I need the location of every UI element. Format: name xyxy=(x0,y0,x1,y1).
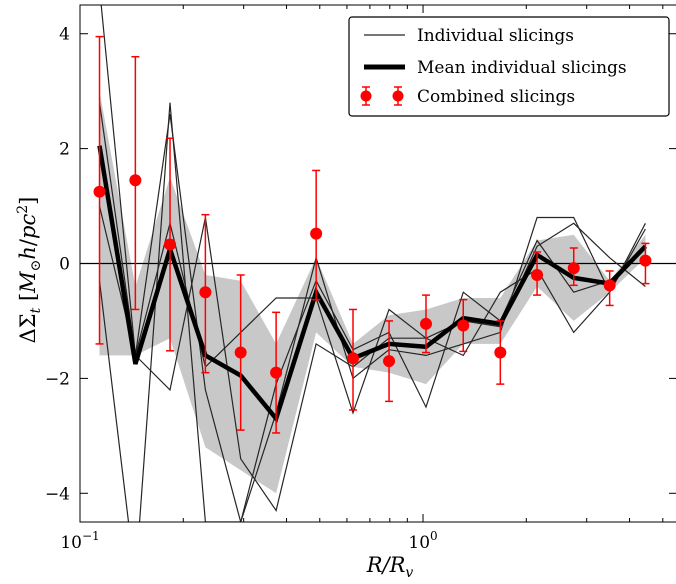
combined-point xyxy=(347,352,360,365)
combined-point xyxy=(603,279,616,292)
legend-label: Individual slicings xyxy=(417,26,574,46)
individual-slicing-line-1 xyxy=(100,5,646,522)
combined-point xyxy=(199,286,212,299)
legend: Individual slicings Mean individual slic… xyxy=(348,16,670,117)
combined-point xyxy=(234,346,247,359)
mean-slicing-line xyxy=(97,145,648,424)
combined-point xyxy=(129,174,142,187)
errorbar-layer xyxy=(93,35,652,434)
mean-line-layer xyxy=(97,145,648,424)
combined-point xyxy=(93,185,106,198)
combined-point xyxy=(164,238,177,251)
x-axis-label: R/Rv xyxy=(366,553,414,581)
tick-label-layer: −4 −2 0 2 4 10−1 100 xyxy=(45,25,438,553)
individual-slicing-line-4 xyxy=(98,205,646,415)
combined-point xyxy=(270,366,283,379)
legend-marker xyxy=(392,90,404,102)
combined-point xyxy=(310,227,323,240)
x-tick-label: 100 xyxy=(408,529,437,553)
combined-point xyxy=(494,346,507,359)
combined-point xyxy=(457,319,470,332)
legend-item-individual: Individual slicings xyxy=(364,26,574,46)
x-tick-label: 10−1 xyxy=(60,529,99,553)
combined-point xyxy=(639,254,652,267)
plot-area xyxy=(80,5,676,522)
combined-point xyxy=(531,268,544,281)
y-tick-label: −4 xyxy=(45,484,70,504)
y-tick-label: 0 xyxy=(59,255,70,275)
legend-label: Combined slicings xyxy=(417,87,575,107)
scatter-band xyxy=(99,91,646,494)
y-axis-label: ΔΣt [M⊙h/pc2] xyxy=(15,197,44,344)
legend-label: Mean individual slicings xyxy=(417,58,627,78)
y-tick-label: 2 xyxy=(59,140,70,160)
legend-item-combined: Combined slicings xyxy=(360,86,575,107)
y-tick-label: 4 xyxy=(59,25,70,45)
legend-marker xyxy=(360,90,372,102)
combined-point xyxy=(567,262,580,275)
legend-item-mean: Mean individual slicings xyxy=(364,58,627,78)
legend-box xyxy=(348,16,670,117)
combined-point xyxy=(419,317,432,330)
combined-point xyxy=(383,355,396,368)
y-tick-label: −2 xyxy=(45,369,70,389)
band-layer xyxy=(99,91,646,494)
